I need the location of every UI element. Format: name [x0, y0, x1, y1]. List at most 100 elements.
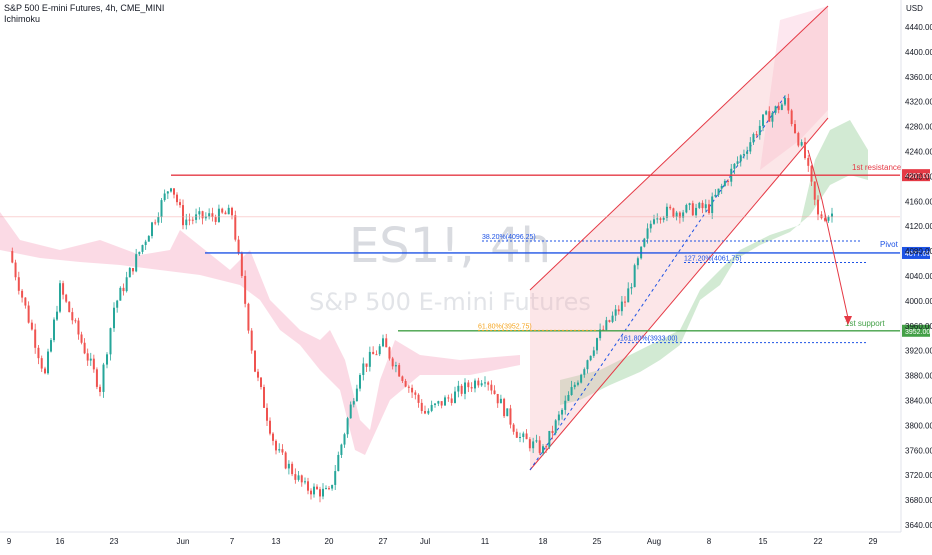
candle [163, 189, 166, 202]
candle [617, 305, 620, 315]
fib-level-label: 61.80%(3952.75) [478, 323, 532, 330]
candle [217, 204, 220, 223]
time-tick-label: 22 [814, 537, 823, 546]
candle [322, 483, 324, 500]
candle [701, 200, 704, 214]
candle [682, 209, 685, 222]
candle [746, 146, 749, 160]
time-tick-label: 11 [481, 537, 490, 546]
candle [755, 131, 758, 138]
candle [401, 375, 404, 384]
candle [790, 108, 793, 127]
candle [736, 156, 739, 167]
time-tick-label: 15 [759, 537, 768, 546]
candle [294, 468, 297, 484]
candle [794, 120, 796, 134]
candle [467, 380, 470, 393]
candle [599, 323, 602, 341]
candle [391, 356, 394, 370]
candle [602, 325, 605, 331]
candle [424, 405, 426, 415]
candle [89, 352, 92, 366]
candle [284, 451, 287, 470]
candle [525, 429, 528, 440]
candle [122, 283, 125, 296]
candle [355, 384, 358, 402]
price-axis-unit: USD [906, 4, 923, 13]
candle [65, 293, 68, 304]
candle [659, 217, 662, 224]
channel-lower-line[interactable] [529, 117, 829, 471]
candle [698, 201, 701, 210]
candle [173, 188, 175, 199]
candle [250, 328, 253, 354]
candle [307, 477, 309, 495]
candle [583, 367, 586, 378]
candle [68, 301, 71, 313]
candle [53, 317, 55, 343]
candle [349, 401, 352, 419]
candle [365, 363, 368, 373]
price-tick-label: 3840.00 [905, 397, 932, 406]
fib-level-label: 161.80%(3933.00) [620, 336, 678, 343]
candle [56, 305, 58, 322]
ichimoku-cloud-top [760, 6, 828, 170]
candle [787, 93, 790, 114]
price-tick-label: 4160.00 [905, 197, 932, 206]
candle [708, 199, 710, 215]
candle [411, 384, 414, 398]
candle [278, 443, 281, 453]
candle [170, 187, 172, 193]
candle [831, 207, 833, 223]
fib-level-label: 38.20%(4096.25) [482, 234, 536, 241]
candle [144, 239, 147, 250]
time-tick-label: 7 [230, 537, 235, 546]
candle [24, 297, 27, 309]
candle [797, 131, 800, 148]
candle [576, 380, 579, 387]
candle [688, 202, 691, 211]
candle [80, 331, 83, 345]
candle [758, 120, 761, 140]
candle [503, 397, 506, 418]
candle [331, 484, 334, 491]
candle [334, 464, 337, 491]
candle [14, 259, 17, 281]
candle [780, 102, 783, 111]
candle [548, 430, 551, 450]
candle [480, 380, 483, 387]
time-tick-label: 16 [56, 537, 65, 546]
candle [382, 334, 384, 348]
candle [573, 382, 576, 390]
candle [257, 368, 259, 382]
candle [27, 301, 30, 324]
candle [437, 400, 440, 407]
candle [454, 386, 456, 404]
pivot-line-label: Pivot [880, 240, 899, 249]
candle [695, 203, 698, 218]
candle [211, 207, 214, 222]
candle [440, 401, 443, 409]
candle [580, 373, 583, 384]
candle [506, 408, 509, 417]
candle [319, 486, 321, 503]
time-tick-label: 20 [325, 537, 334, 546]
price-tick-label: 3960.00 [905, 322, 932, 331]
candle [71, 307, 74, 325]
candle [404, 378, 407, 388]
price-tick-label: 4280.00 [905, 123, 932, 132]
candle [237, 235, 240, 256]
price-tick-label: 3800.00 [905, 421, 932, 430]
candle [820, 211, 823, 220]
channel-upper-line[interactable] [529, 5, 829, 291]
candle [771, 110, 774, 128]
price-tick-label: 4240.00 [905, 148, 932, 157]
candle [300, 474, 303, 487]
pivot-line-price-tag [902, 246, 930, 259]
candle [77, 317, 80, 340]
candle [201, 210, 204, 225]
indicator-label: Ichimoku [4, 14, 41, 24]
candle [749, 137, 752, 155]
